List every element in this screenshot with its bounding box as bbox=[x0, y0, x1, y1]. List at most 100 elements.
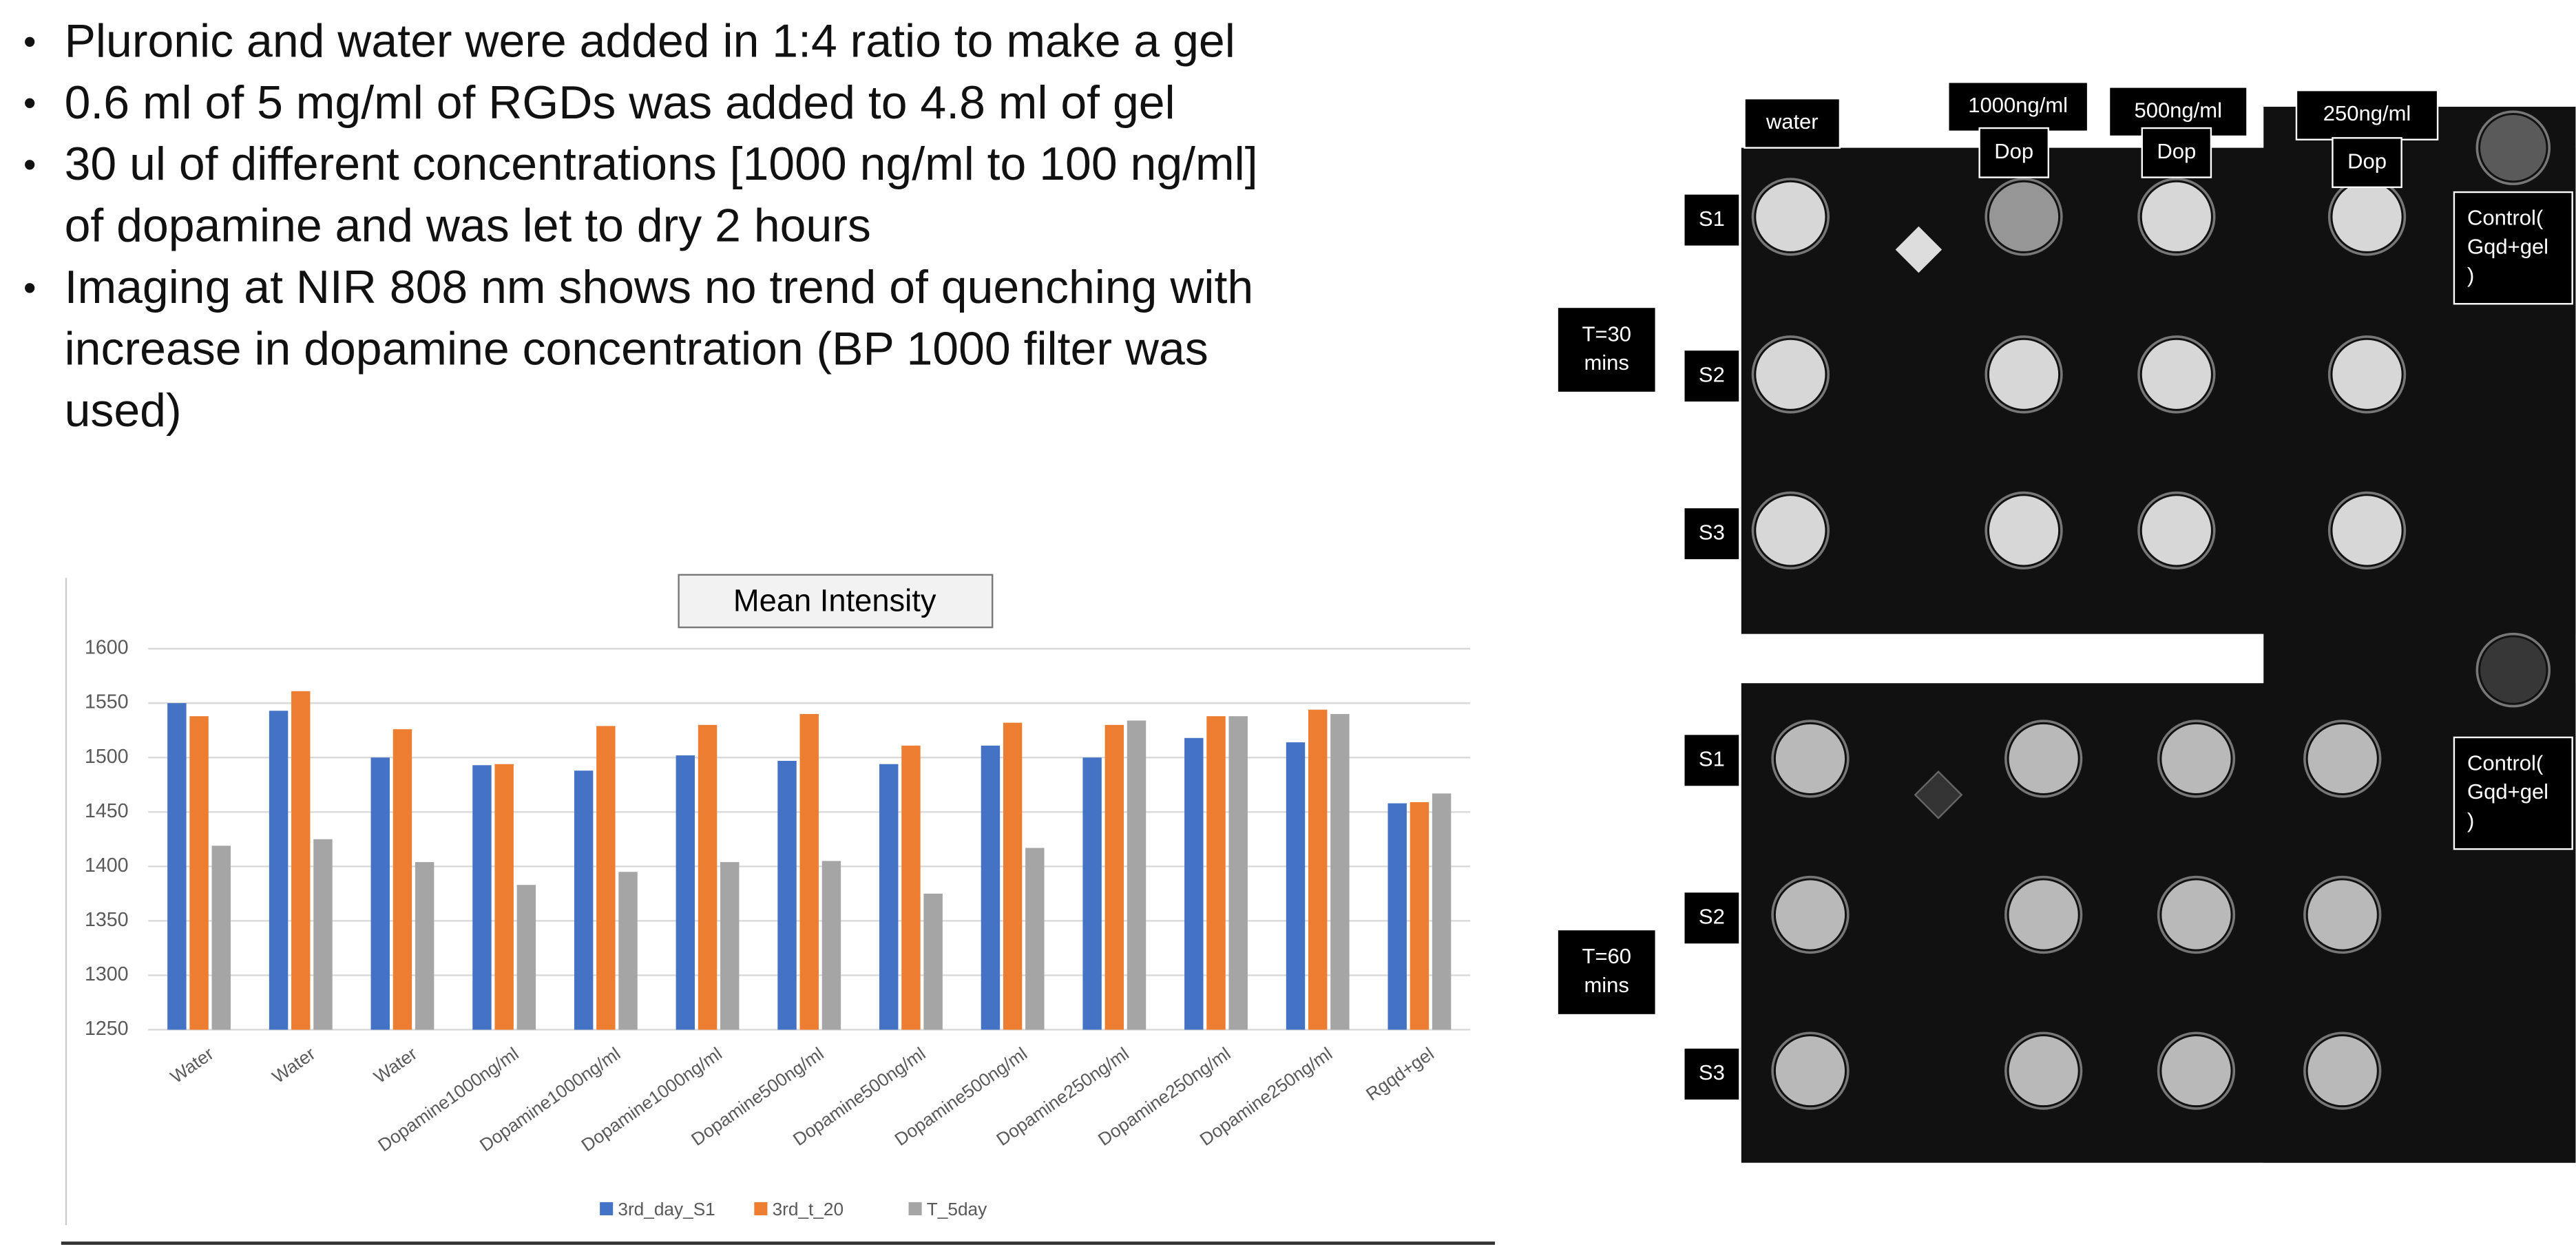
y-tick-label: 1450 bbox=[85, 800, 129, 822]
well-spot bbox=[1756, 182, 1825, 251]
sample-label: S3 bbox=[1699, 1060, 1725, 1084]
sample-label: S2 bbox=[1699, 904, 1725, 928]
legend-label: T_5day bbox=[927, 1199, 987, 1219]
bar bbox=[189, 716, 208, 1029]
well-spot bbox=[2308, 880, 2377, 949]
bar bbox=[167, 703, 186, 1029]
well-spot bbox=[2009, 1036, 2078, 1105]
bar bbox=[618, 872, 637, 1029]
dop-label: Dop bbox=[2347, 149, 2387, 173]
well-spot bbox=[2142, 182, 2211, 251]
bar bbox=[901, 746, 920, 1030]
bar bbox=[291, 691, 310, 1030]
well-spot bbox=[1756, 340, 1825, 409]
well-spot bbox=[1776, 880, 1845, 949]
y-tick-label: 1350 bbox=[85, 909, 129, 931]
bar bbox=[1286, 742, 1305, 1029]
bar bbox=[1388, 804, 1406, 1030]
well-spot bbox=[2308, 724, 2377, 793]
water-label: water bbox=[1766, 109, 1819, 134]
bar bbox=[698, 725, 717, 1030]
bullet-text: increase in dopamine concentration (BP 1… bbox=[65, 323, 1208, 375]
bar bbox=[1003, 723, 1022, 1030]
bar bbox=[1228, 716, 1247, 1029]
time-label-box bbox=[1558, 307, 1656, 392]
bullet-text: 0.6 ml of 5 mg/ml of RGDs was added to 4… bbox=[65, 76, 1175, 129]
time-label: mins bbox=[1584, 350, 1629, 375]
chart-title: Mean Intensity bbox=[733, 583, 936, 618]
control-label: Control( bbox=[2467, 751, 2544, 775]
bar bbox=[1206, 716, 1225, 1029]
bar bbox=[472, 765, 491, 1029]
bullet-dot: • bbox=[23, 269, 36, 308]
control-label: Gqd+gel bbox=[2467, 779, 2548, 804]
legend-swatch bbox=[909, 1202, 922, 1215]
bar bbox=[1184, 738, 1203, 1030]
bullet-dot: • bbox=[23, 84, 36, 124]
bar bbox=[923, 894, 942, 1030]
bar bbox=[393, 729, 412, 1029]
time-label: T=30 bbox=[1582, 322, 1631, 346]
bar bbox=[313, 839, 332, 1030]
time-label: mins bbox=[1584, 973, 1629, 997]
bar bbox=[415, 862, 434, 1029]
well-spot bbox=[1989, 182, 2058, 251]
well-spot bbox=[2480, 115, 2546, 180]
well-spot bbox=[2161, 880, 2230, 949]
bullet-text: Imaging at NIR 808 nm shows no trend of … bbox=[65, 261, 1254, 313]
bar bbox=[212, 846, 231, 1029]
bullet-text: of dopamine and was let to dry 2 hours bbox=[65, 200, 871, 252]
bullet-text: 30 ul of different concentrations [1000 … bbox=[65, 138, 1258, 190]
bullet-dot: • bbox=[23, 22, 36, 62]
bar bbox=[494, 764, 513, 1030]
bar bbox=[1127, 720, 1146, 1029]
bar bbox=[596, 726, 615, 1029]
control-label: ) bbox=[2467, 808, 2474, 832]
y-tick-label: 1550 bbox=[85, 691, 129, 713]
bar bbox=[981, 746, 1000, 1030]
well-spot bbox=[1776, 1036, 1845, 1105]
bullet-dot: • bbox=[23, 145, 36, 185]
bar bbox=[1025, 848, 1044, 1029]
bullet-text: Pluronic and water were added in 1:4 rat… bbox=[65, 14, 1235, 67]
dop-label: Dop bbox=[2157, 139, 2196, 163]
bar bbox=[574, 770, 593, 1029]
control-label: ) bbox=[2467, 263, 2474, 287]
well-spot bbox=[2332, 340, 2401, 409]
well-spot bbox=[1989, 340, 2058, 409]
bar bbox=[822, 861, 841, 1029]
bar bbox=[1105, 725, 1124, 1030]
dop-label: Dop bbox=[1994, 139, 2033, 163]
sample-label: S3 bbox=[1699, 520, 1725, 544]
control-label: Control( bbox=[2467, 205, 2544, 229]
bar bbox=[1308, 710, 1327, 1030]
bar bbox=[879, 764, 898, 1030]
y-tick-label: 1250 bbox=[85, 1018, 129, 1040]
sample-label: S2 bbox=[1699, 362, 1725, 386]
control-label: Gqd+gel bbox=[2467, 234, 2548, 258]
bar bbox=[371, 757, 390, 1029]
well-spot bbox=[2009, 724, 2078, 793]
legend-label: 3rd_t_20 bbox=[773, 1199, 844, 1219]
legend-swatch bbox=[600, 1202, 613, 1215]
conc-label: 500ng/ml bbox=[2134, 98, 2222, 122]
well-spot bbox=[1776, 724, 1845, 793]
well-spot bbox=[2332, 182, 2401, 251]
well-spot bbox=[2009, 880, 2078, 949]
bar bbox=[800, 714, 819, 1029]
well-spot bbox=[1989, 496, 2058, 565]
legend-label: 3rd_day_S1 bbox=[618, 1199, 715, 1219]
bar bbox=[1082, 757, 1101, 1029]
bar bbox=[1410, 802, 1429, 1029]
bar bbox=[1432, 793, 1451, 1029]
y-tick-label: 1500 bbox=[85, 746, 129, 768]
well-spot bbox=[2161, 724, 2230, 793]
bar bbox=[676, 755, 695, 1029]
well-spot bbox=[2142, 340, 2211, 409]
conc-label: 1000ng/ml bbox=[1968, 93, 2068, 117]
y-tick-label: 1300 bbox=[85, 963, 129, 985]
well-spot bbox=[2161, 1036, 2230, 1105]
y-tick-label: 1600 bbox=[85, 637, 129, 659]
sample-label: S1 bbox=[1699, 207, 1725, 231]
well-spot bbox=[2308, 1036, 2377, 1105]
